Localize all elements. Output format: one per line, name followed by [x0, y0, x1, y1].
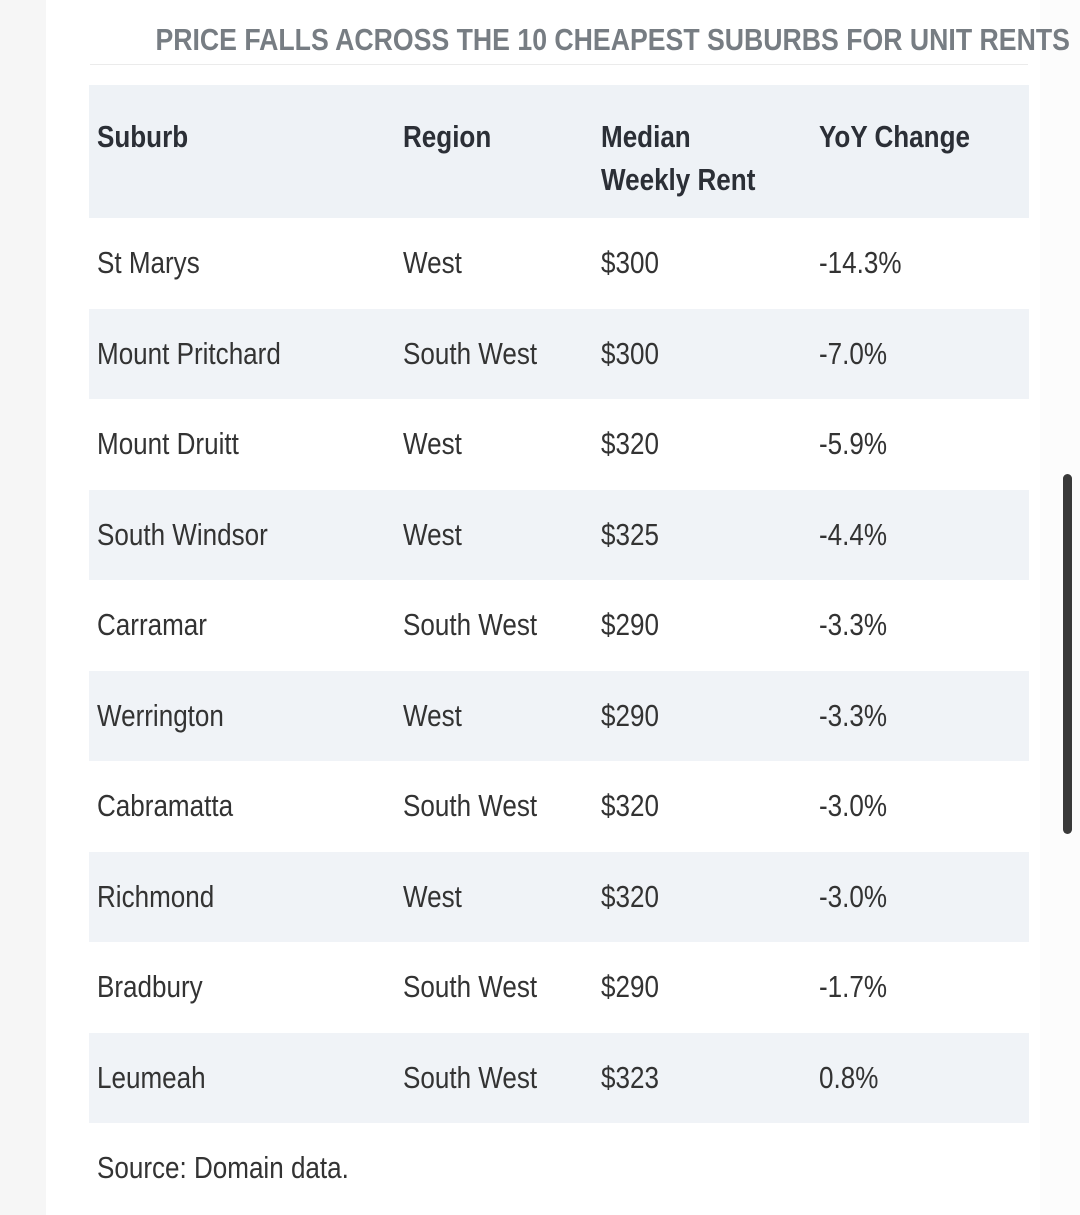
cell-region: West: [403, 697, 462, 733]
cell-yoy-change: -3.0%: [819, 878, 888, 914]
cell-yoy-change: -4.4%: [819, 516, 888, 552]
cell-suburb: Cabramatta: [97, 788, 234, 823]
column-header-suburb: Suburb: [97, 119, 189, 154]
cell-median-rent: $320: [601, 788, 659, 823]
cell-median-rent: $320: [601, 426, 659, 461]
table-row: Leumeah South West $323 0.8%: [89, 1032, 1029, 1123]
cell-yoy-change: -3.3%: [819, 697, 888, 733]
cell-suburb: South Windsor: [97, 516, 268, 552]
cell-region: West: [403, 426, 462, 461]
cell-median-rent: $320: [601, 878, 659, 914]
cell-region: South West: [403, 607, 538, 642]
cell-region: South West: [403, 788, 538, 823]
cell-region: West: [403, 245, 462, 280]
table-row: Bradbury South West $290 -1.7%: [89, 942, 1029, 1033]
cell-region: West: [403, 878, 462, 914]
cell-median-rent: $290: [601, 607, 659, 642]
cell-region: South West: [403, 1059, 538, 1095]
cell-yoy-change: -1.7%: [819, 969, 888, 1004]
column-header-region: Region: [403, 119, 492, 154]
cell-yoy-change: -5.9%: [819, 426, 888, 461]
column-header-yoy-change: YoY Change: [819, 119, 970, 154]
cell-median-rent: $300: [601, 245, 659, 280]
cell-yoy-change: -7.0%: [819, 335, 888, 371]
column-header-median-weekly-rent: Median Weekly Rent: [601, 119, 756, 197]
cell-suburb: Carramar: [97, 607, 207, 642]
cell-region: South West: [403, 335, 538, 371]
table-row: Mount Pritchard South West $300 -7.0%: [89, 308, 1029, 399]
right-margin: [1040, 0, 1080, 1215]
table-row: Carramar South West $290 -3.3%: [89, 580, 1029, 671]
table-row: South Windsor West $325 -4.4%: [89, 489, 1029, 580]
cell-yoy-change: -3.3%: [819, 607, 888, 642]
cell-suburb: Werrington: [97, 697, 224, 733]
table-header-row: Suburb Region Median Weekly Rent YoY Cha…: [89, 85, 1029, 218]
cell-yoy-change: -3.0%: [819, 788, 888, 823]
cell-suburb: St Marys: [97, 245, 200, 280]
table-row: Werrington West $290 -3.3%: [89, 670, 1029, 761]
rent-table: Suburb Region Median Weekly Rent YoY Cha…: [89, 85, 1029, 1123]
cell-median-rent: $300: [601, 335, 659, 371]
table-row: Mount Druitt West $320 -5.9%: [89, 399, 1029, 490]
cell-suburb: Mount Pritchard: [97, 335, 281, 371]
cell-yoy-change: 0.8%: [819, 1059, 879, 1095]
cell-suburb: Mount Druitt: [97, 426, 239, 461]
table-row: Cabramatta South West $320 -3.0%: [89, 761, 1029, 852]
table-row: St Marys West $300 -14.3%: [89, 218, 1029, 309]
cell-suburb: Bradbury: [97, 969, 203, 1004]
source-note: Source: Domain data.: [97, 1150, 349, 1185]
cell-region: West: [403, 516, 462, 552]
chart-title: PRICE FALLS ACROSS THE 10 CHEAPEST SUBUR…: [155, 22, 1070, 57]
cell-suburb: Richmond: [97, 878, 215, 914]
left-margin: [0, 0, 46, 1215]
cell-suburb: Leumeah: [97, 1059, 206, 1095]
scrollbar-thumb[interactable]: [1063, 474, 1072, 834]
cell-region: South West: [403, 969, 538, 1004]
cell-median-rent: $290: [601, 969, 659, 1004]
cell-median-rent: $325: [601, 516, 659, 552]
table-row: Richmond West $320 -3.0%: [89, 851, 1029, 942]
cell-median-rent: $323: [601, 1059, 659, 1095]
title-divider: [90, 64, 1028, 65]
cell-yoy-change: -14.3%: [819, 245, 902, 280]
cell-median-rent: $290: [601, 697, 659, 733]
